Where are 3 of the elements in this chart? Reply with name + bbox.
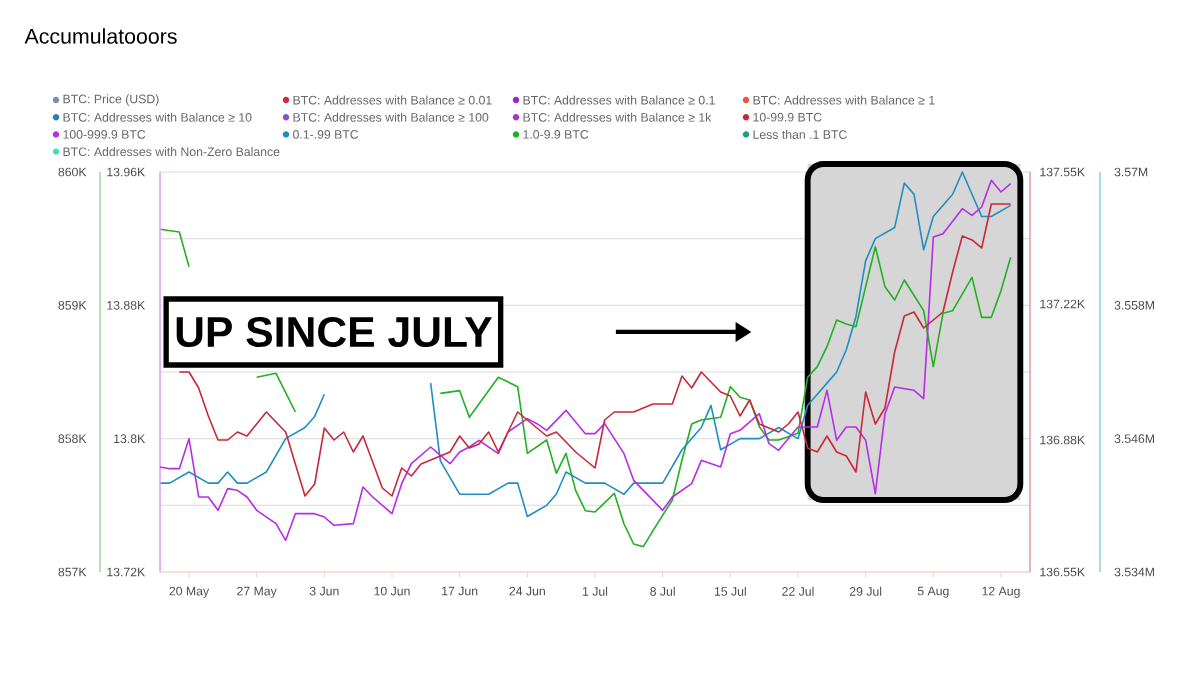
annotation: UP SINCE JULY	[176, 316, 492, 348]
line-series	[178, 203, 1012, 497]
chart-title: Accumulatooors	[24, 28, 177, 44]
